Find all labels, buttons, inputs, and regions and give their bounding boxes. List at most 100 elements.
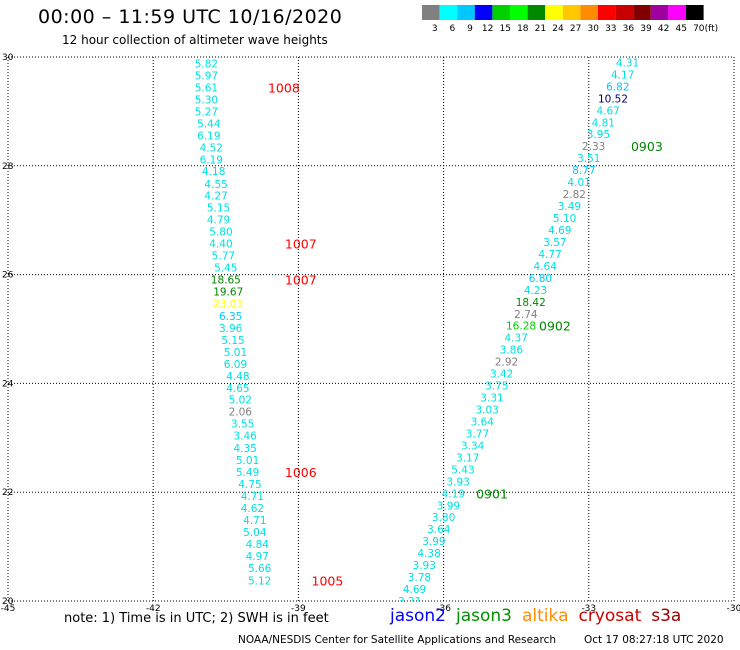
- colorbar-label: 30: [587, 24, 599, 34]
- data-point-label: 18.42: [516, 297, 546, 309]
- data-point-label: 3.95: [587, 129, 610, 141]
- colorbar-label: 3: [432, 24, 438, 34]
- colorbar-swatch: [510, 5, 528, 20]
- data-point-label: 4.48: [226, 371, 249, 383]
- data-point-label: 4.67: [596, 105, 619, 117]
- data-point-label: 5.80: [209, 227, 232, 239]
- data-point-label: 4.65: [226, 383, 249, 395]
- data-point-label: 3.03: [475, 405, 498, 417]
- data-point-label: 6.19: [200, 154, 223, 166]
- data-point-label: 4.31: [616, 57, 639, 69]
- data-point-label: 2.74: [514, 309, 538, 321]
- data-point-label: 2.33: [582, 141, 605, 153]
- data-point-label: 4.52: [200, 142, 223, 154]
- legend-entry-altika: altika: [522, 606, 569, 626]
- data-point-label: 5.66: [248, 563, 272, 575]
- data-point-label: 5.04: [243, 527, 267, 539]
- data-point-label: 3.17: [456, 452, 479, 464]
- colorbar-swatch: [650, 5, 669, 20]
- colorbar-label: 27: [570, 24, 581, 34]
- data-point-label: 4.79: [207, 215, 230, 227]
- data-point-label: 4.01: [567, 177, 590, 189]
- data-point-label: 4.18: [202, 166, 225, 178]
- data-point-label: 5.01: [224, 347, 247, 359]
- x-tick-label: -42: [146, 604, 161, 614]
- data-point-label: 5.82: [195, 59, 218, 71]
- page-subtitle: 12 hour collection of altimeter wave hei…: [62, 33, 328, 47]
- footer-note: note: 1) Time is in UTC; 2) SWH is in fe…: [64, 611, 329, 626]
- data-point-label: 8.77: [572, 165, 595, 177]
- data-point-label: 6.80: [529, 273, 552, 285]
- y-tick-label: 26: [2, 271, 14, 281]
- data-point-label: 3.21: [398, 596, 421, 608]
- data-point-label: 6.82: [606, 81, 629, 93]
- data-point-label: 3.51: [577, 153, 600, 165]
- colorbar-swatch: [598, 5, 616, 20]
- data-point-label: 4.35: [233, 443, 256, 455]
- x-tick-label: -36: [436, 604, 451, 614]
- data-point-label: 3.57: [543, 237, 566, 249]
- time-label: 1008: [268, 80, 300, 95]
- data-point-label: 3.99: [437, 500, 460, 512]
- legend-entry-jason3: jason3: [456, 606, 512, 626]
- data-point-label: 3.31: [480, 393, 503, 405]
- colorbar-swatch: [562, 5, 581, 20]
- colorbar-swatch: [686, 5, 704, 20]
- data-point-label: 3.64: [427, 524, 451, 536]
- data-point-label: 5.97: [195, 70, 218, 82]
- data-point-label: 16.28: [506, 321, 536, 333]
- y-tick-label: 22: [2, 488, 13, 498]
- data-point-label: 23.03: [213, 298, 243, 310]
- data-point-label: 4.77: [538, 249, 561, 261]
- time-label: 0903: [631, 139, 663, 154]
- data-point-label: 5.77: [212, 251, 235, 263]
- data-point-label: 4.69: [548, 225, 571, 237]
- colorbar-swatch: [422, 5, 440, 20]
- colorbar-label: 18: [517, 24, 529, 34]
- colorbar-label: 21: [535, 24, 546, 34]
- y-tick-label: 30: [2, 53, 14, 63]
- time-label: 1007: [285, 272, 317, 287]
- data-point-label: 4.40: [209, 239, 232, 251]
- colorbar-unit: (ft): [705, 24, 719, 34]
- data-point-label: 4.27: [204, 191, 227, 203]
- colorbar-label: 70: [693, 24, 705, 34]
- colorbar-swatch: [580, 5, 598, 20]
- data-point-label: 4.71: [241, 491, 264, 503]
- data-point-label: 3.93: [446, 476, 469, 488]
- data-point-label: 5.30: [195, 94, 218, 106]
- plot-area: 5.825.975.615.305.275.446.194.526.194.18…: [195, 57, 663, 608]
- data-point-label: 3.93: [413, 560, 436, 572]
- data-point-label: 5.01: [236, 455, 259, 467]
- colorbar-label: 42: [658, 24, 669, 34]
- colorbar-swatch: [545, 5, 563, 20]
- data-point-label: 4.71: [243, 515, 266, 527]
- colorbar-swatch: [668, 5, 686, 20]
- colorbar-label: 24: [552, 24, 564, 34]
- data-point-label: 2.82: [563, 189, 586, 201]
- colorbar-swatch: [457, 5, 475, 20]
- data-point-label: 3.46: [233, 431, 257, 443]
- data-point-label: 3.77: [466, 428, 489, 440]
- credit-org: NOAA/NESDIS Center for Satellite Applica…: [238, 634, 556, 646]
- data-point-label: 2.06: [229, 407, 253, 419]
- colorbar-swatch: [633, 5, 651, 20]
- data-point-label: 4.75: [238, 479, 261, 491]
- time-label: 0902: [539, 319, 571, 334]
- y-tick-label: 28: [2, 162, 14, 172]
- x-tick-label: -39: [291, 604, 306, 614]
- data-point-label: 3.86: [500, 345, 524, 357]
- data-point-label: 5.10: [553, 213, 576, 225]
- data-point-label: 19.67: [213, 286, 243, 298]
- colorbar-label: 36: [623, 24, 635, 34]
- data-point-label: 3.96: [219, 323, 243, 335]
- data-point-label: 5.43: [451, 464, 474, 476]
- data-point-label: 5.02: [229, 395, 252, 407]
- page-title: 00:00 – 11:59 UTC 10/16/2020: [38, 6, 343, 28]
- x-tick-label: -30: [727, 604, 740, 614]
- data-point-label: 4.81: [592, 117, 615, 129]
- data-point-label: 4.64: [534, 261, 558, 273]
- colorbar-swatch: [492, 5, 510, 20]
- colorbar-legend: 3 6 9 12 15 18 21 24 27 30 33 36 39 42 45 70 (ft): [422, 5, 719, 34]
- data-point-label: 5.49: [236, 467, 259, 479]
